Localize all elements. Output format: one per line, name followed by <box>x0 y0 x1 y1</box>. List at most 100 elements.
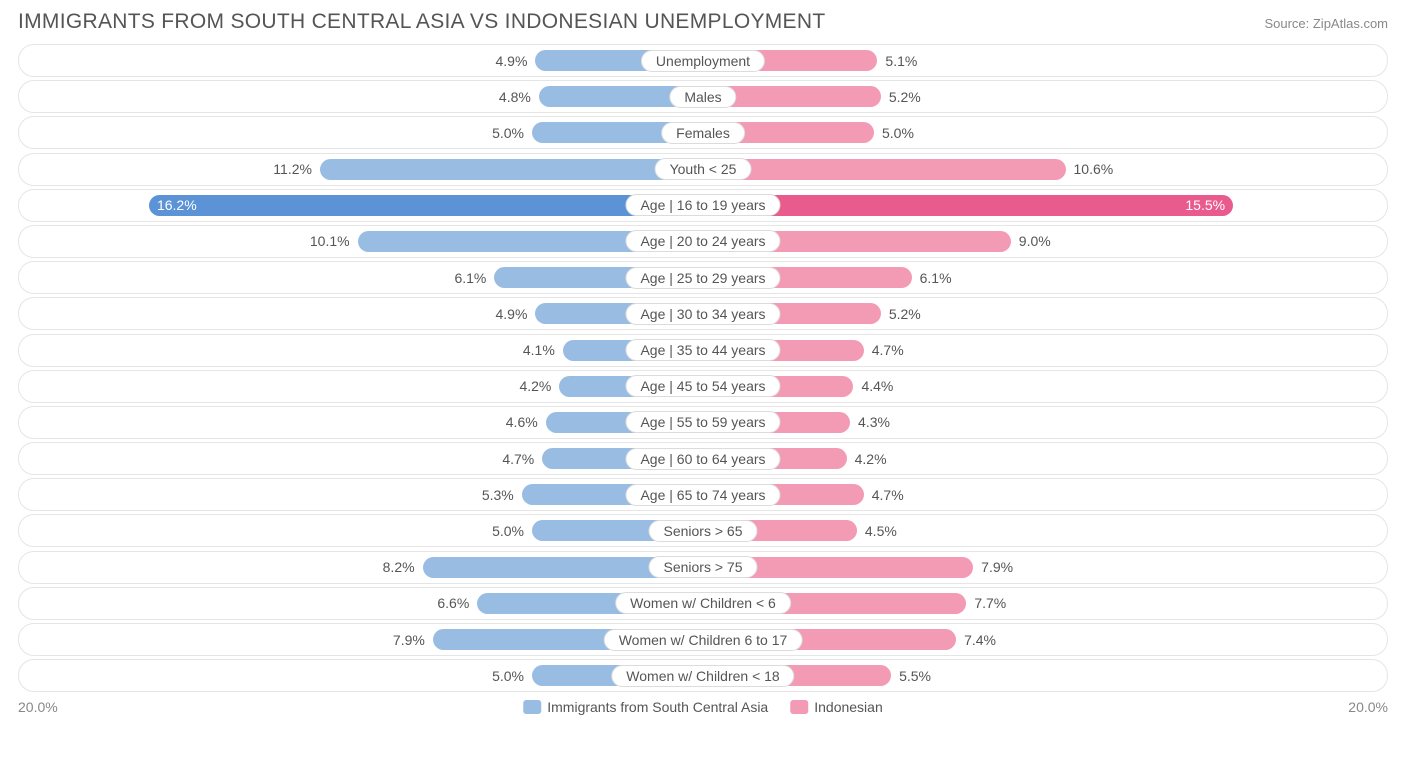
right-half: 5.0% <box>703 117 1387 148</box>
right-value: 15.5% <box>1177 197 1233 213</box>
left-value: 6.6% <box>429 595 477 611</box>
left-half: 5.3% <box>19 479 703 510</box>
category-label: Females <box>661 122 745 144</box>
right-value: 4.4% <box>853 378 901 394</box>
right-half: 7.7% <box>703 588 1387 619</box>
right-half: 9.0% <box>703 226 1387 257</box>
legend-label-left: Immigrants from South Central Asia <box>547 699 768 715</box>
right-half: 6.1% <box>703 262 1387 293</box>
left-value: 4.7% <box>494 451 542 467</box>
left-value: 6.1% <box>446 270 494 286</box>
category-label: Women w/ Children 6 to 17 <box>604 629 803 651</box>
category-label: Males <box>669 86 736 108</box>
right-half: 4.7% <box>703 479 1387 510</box>
right-half: 4.5% <box>703 515 1387 546</box>
left-half: 5.0% <box>19 515 703 546</box>
diverging-bar-chart: 4.9%5.1%Unemployment4.8%5.2%Males5.0%5.0… <box>0 42 1406 692</box>
left-value: 8.2% <box>375 559 423 575</box>
chart-row: 4.7% 4.2% Age | 60 to 64 years <box>18 442 1388 475</box>
category-label: Unemployment <box>641 50 765 72</box>
legend-item-left: Immigrants from South Central Asia <box>523 699 768 715</box>
right-bar: 15.5% <box>703 195 1233 216</box>
left-value: 4.9% <box>488 306 536 322</box>
chart-row: 5.0%5.5%Women w/ Children < 18 <box>18 659 1388 692</box>
right-half: 4.3% <box>703 407 1387 438</box>
legend-swatch-right <box>790 700 808 714</box>
category-label: Age | 60 to 64 years <box>625 448 780 470</box>
chart-row: 8.2% 7.9% Seniors > 75 <box>18 551 1388 584</box>
right-value: 7.7% <box>966 595 1014 611</box>
right-value: 4.7% <box>864 342 912 358</box>
axis-max-left: 20.0% <box>18 699 98 715</box>
chart-row: 5.0% 4.5% Seniors > 65 <box>18 514 1388 547</box>
right-value: 5.2% <box>881 89 929 105</box>
source-attribution: Source: ZipAtlas.com <box>1264 16 1388 31</box>
left-half: 4.9% <box>19 298 703 329</box>
category-label: Age | 55 to 59 years <box>625 411 780 433</box>
left-half: 6.6% <box>19 588 703 619</box>
category-label: Seniors > 75 <box>649 556 758 578</box>
left-half: 8.2% <box>19 552 703 583</box>
category-label: Youth < 25 <box>655 158 752 180</box>
right-value: 5.1% <box>877 53 925 69</box>
left-half: 16.2% <box>19 190 703 221</box>
axis-max-right: 20.0% <box>1308 699 1388 715</box>
chart-row: 4.1%4.7%Age | 35 to 44 years <box>18 334 1388 367</box>
left-value: 4.9% <box>488 53 536 69</box>
left-half: 4.9% <box>19 45 703 76</box>
left-value: 4.8% <box>491 89 539 105</box>
chart-row: 10.1%9.0%Age | 20 to 24 years <box>18 225 1388 258</box>
left-value: 5.0% <box>484 125 532 141</box>
chart-row: 7.9% 7.4% Women w/ Children 6 to 17 <box>18 623 1388 656</box>
right-half: 5.2% <box>703 81 1387 112</box>
category-label: Age | 16 to 19 years <box>625 194 780 216</box>
left-value: 5.0% <box>484 668 532 684</box>
category-label: Age | 35 to 44 years <box>625 339 780 361</box>
right-value: 4.7% <box>864 487 912 503</box>
left-half: 4.8% <box>19 81 703 112</box>
chart-row: 4.6%4.3%Age | 55 to 59 years <box>18 406 1388 439</box>
category-label: Age | 45 to 54 years <box>625 375 780 397</box>
left-half: 5.0% <box>19 660 703 691</box>
chart-row: 6.1% 6.1% Age | 25 to 29 years <box>18 261 1388 294</box>
left-value: 7.9% <box>385 632 433 648</box>
legend-swatch-left <box>523 700 541 714</box>
left-half: 4.6% <box>19 407 703 438</box>
chart-row: 11.2% 10.6% Youth < 25 <box>18 153 1388 186</box>
right-value: 5.0% <box>874 125 922 141</box>
chart-row: 4.9% 5.1% Unemployment <box>18 44 1388 77</box>
right-value: 5.5% <box>891 668 939 684</box>
right-half: 4.2% <box>703 443 1387 474</box>
left-half: 4.7% <box>19 443 703 474</box>
left-half: 10.1% <box>19 226 703 257</box>
right-value: 4.5% <box>857 523 905 539</box>
category-label: Seniors > 65 <box>649 520 758 542</box>
right-half: 7.9% <box>703 552 1387 583</box>
right-half: 15.5% <box>703 190 1387 221</box>
left-bar: 16.2% <box>149 195 703 216</box>
right-value: 10.6% <box>1066 161 1122 177</box>
left-value: 4.2% <box>511 378 559 394</box>
right-value: 7.9% <box>973 559 1021 575</box>
right-half: 5.2% <box>703 298 1387 329</box>
left-value: 10.1% <box>302 233 358 249</box>
left-half: 4.2% <box>19 371 703 402</box>
left-half: 11.2% <box>19 154 703 185</box>
legend: Immigrants from South Central Asia Indon… <box>523 699 883 715</box>
left-half: 7.9% <box>19 624 703 655</box>
left-value: 16.2% <box>149 197 205 213</box>
left-bar <box>320 159 703 180</box>
right-value: 4.2% <box>847 451 895 467</box>
right-half: 5.5% <box>703 660 1387 691</box>
chart-row: 4.9% 5.2%Age | 30 to 34 years <box>18 297 1388 330</box>
left-half: 6.1% <box>19 262 703 293</box>
right-bar <box>703 159 1066 180</box>
chart-row: 6.6%7.7%Women w/ Children < 6 <box>18 587 1388 620</box>
right-value: 6.1% <box>912 270 960 286</box>
category-label: Age | 25 to 29 years <box>625 267 780 289</box>
right-value: 7.4% <box>956 632 1004 648</box>
chart-row: 5.3%4.7%Age | 65 to 74 years <box>18 478 1388 511</box>
legend-label-right: Indonesian <box>814 699 883 715</box>
left-value: 11.2% <box>265 161 320 177</box>
category-label: Age | 30 to 34 years <box>625 303 780 325</box>
